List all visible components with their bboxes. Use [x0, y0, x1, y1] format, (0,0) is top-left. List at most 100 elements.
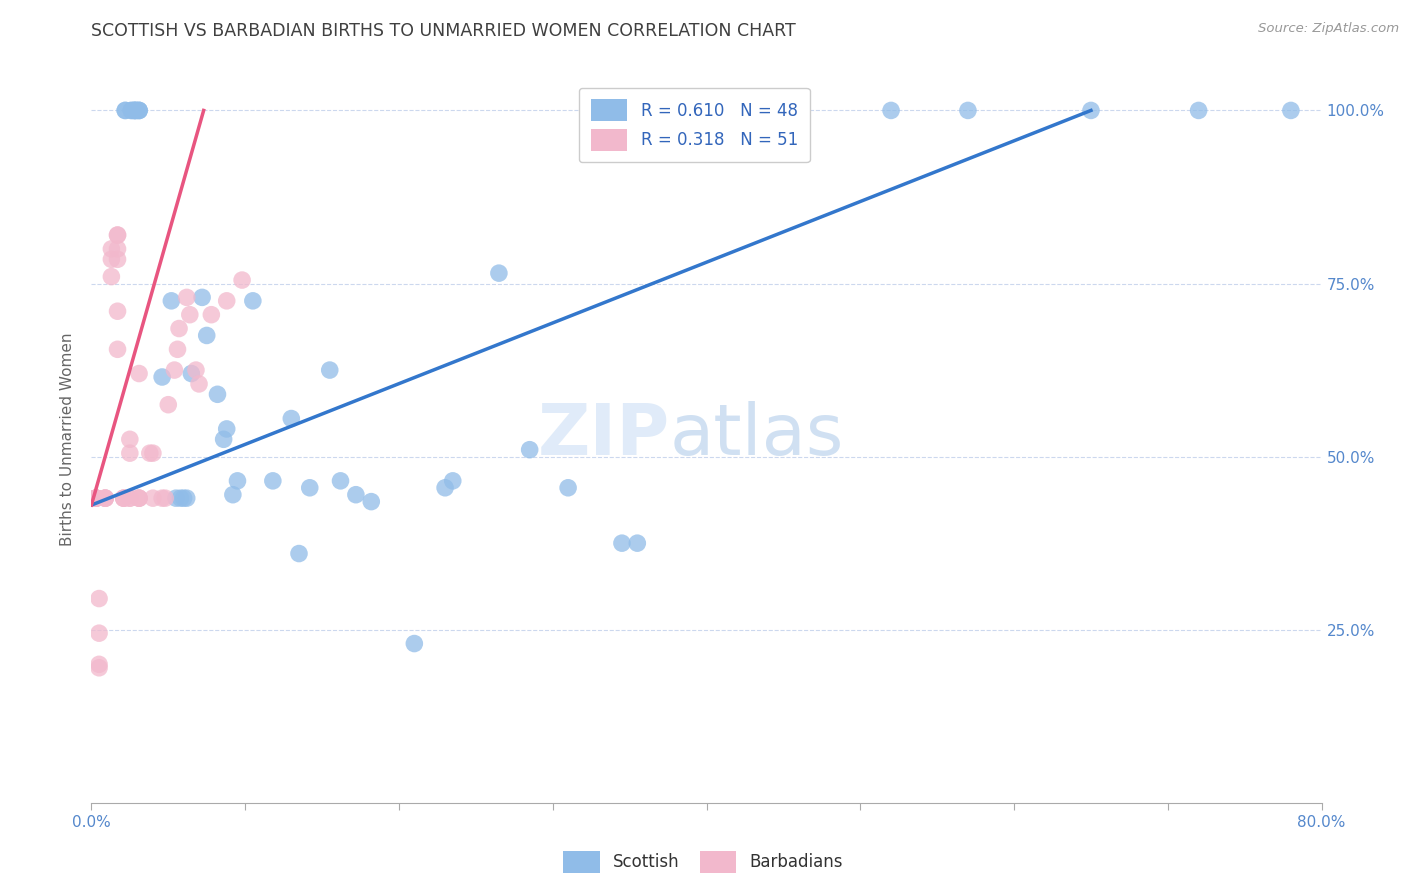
Point — [179, 308, 201, 322]
Point — [1279, 103, 1302, 118]
Point — [173, 491, 195, 505]
Point — [191, 290, 214, 304]
Point — [231, 273, 253, 287]
Point — [880, 103, 903, 118]
Point — [215, 293, 238, 308]
Point — [94, 491, 117, 505]
Point — [107, 228, 129, 243]
Point — [226, 474, 249, 488]
Point — [488, 266, 510, 280]
Point — [107, 242, 129, 256]
Point — [139, 446, 162, 460]
Point — [200, 308, 222, 322]
Point — [125, 103, 148, 118]
Point — [404, 636, 426, 650]
Point — [128, 491, 150, 505]
Point — [84, 491, 107, 505]
Point — [107, 304, 129, 318]
Point — [157, 398, 180, 412]
Y-axis label: Births to Unmarried Women: Births to Unmarried Women — [60, 333, 76, 546]
Point — [128, 367, 150, 381]
Point — [84, 491, 107, 505]
Point — [87, 591, 110, 606]
Point — [114, 103, 136, 118]
Point — [557, 481, 579, 495]
Point — [360, 494, 382, 508]
Point — [142, 491, 165, 505]
Point — [118, 491, 141, 505]
Point — [94, 491, 117, 505]
Point — [344, 488, 367, 502]
Point — [626, 536, 648, 550]
Point — [100, 252, 122, 267]
Point — [142, 446, 165, 460]
Point — [207, 387, 229, 401]
Point — [112, 491, 135, 505]
Legend: Scottish, Barbadians: Scottish, Barbadians — [557, 845, 849, 880]
Point — [128, 491, 150, 505]
Point — [120, 103, 142, 118]
Point — [195, 328, 218, 343]
Point — [288, 547, 311, 561]
Point — [128, 491, 150, 505]
Point — [84, 491, 107, 505]
Point — [112, 491, 135, 505]
Text: atlas: atlas — [669, 401, 844, 470]
Point — [184, 363, 207, 377]
Point — [124, 103, 146, 118]
Point — [519, 442, 541, 457]
Point — [107, 252, 129, 267]
Point — [114, 103, 136, 118]
Legend: R = 0.610   N = 48, R = 0.318   N = 51: R = 0.610 N = 48, R = 0.318 N = 51 — [579, 87, 810, 162]
Point — [242, 293, 264, 308]
Point — [956, 103, 979, 118]
Point — [441, 474, 464, 488]
Point — [94, 491, 117, 505]
Point — [150, 370, 173, 384]
Text: SCOTTISH VS BARBADIAN BIRTHS TO UNMARRIED WOMEN CORRELATION CHART: SCOTTISH VS BARBADIAN BIRTHS TO UNMARRIE… — [91, 22, 796, 40]
Point — [434, 481, 457, 495]
Point — [124, 103, 146, 118]
Point — [94, 491, 117, 505]
Text: Source: ZipAtlas.com: Source: ZipAtlas.com — [1258, 22, 1399, 36]
Point — [84, 491, 107, 505]
Point — [1080, 103, 1102, 118]
Point — [319, 363, 342, 377]
Point — [100, 269, 122, 284]
Point — [84, 491, 107, 505]
Point — [118, 491, 141, 505]
Point — [160, 293, 183, 308]
Point — [128, 103, 150, 118]
Point — [87, 661, 110, 675]
Point — [118, 446, 141, 460]
Point — [188, 376, 211, 391]
Point — [212, 433, 235, 447]
Point — [166, 343, 188, 357]
Point — [1187, 103, 1209, 118]
Point — [163, 363, 186, 377]
Point — [262, 474, 284, 488]
Point — [610, 536, 633, 550]
Point — [167, 321, 190, 335]
Point — [124, 103, 146, 118]
Point — [153, 491, 177, 505]
Point — [107, 343, 129, 357]
Point — [150, 491, 173, 505]
Point — [165, 491, 187, 505]
Point — [87, 626, 110, 640]
Point — [128, 103, 150, 118]
Point — [280, 411, 302, 425]
Point — [120, 103, 142, 118]
Point — [329, 474, 352, 488]
Point — [107, 228, 129, 243]
Point — [100, 242, 122, 256]
Text: ZIP: ZIP — [537, 401, 669, 470]
Point — [84, 491, 107, 505]
Point — [118, 433, 141, 447]
Point — [84, 491, 107, 505]
Point — [215, 422, 238, 436]
Point — [180, 367, 202, 381]
Point — [298, 481, 321, 495]
Point — [176, 491, 198, 505]
Point — [169, 491, 191, 505]
